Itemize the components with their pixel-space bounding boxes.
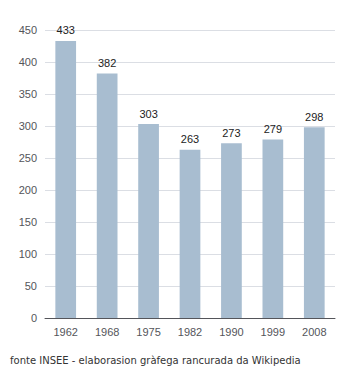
- svg-text:350: 350: [19, 88, 37, 100]
- svg-text:400: 400: [19, 56, 37, 68]
- svg-text:1982: 1982: [178, 326, 202, 338]
- svg-text:298: 298: [305, 111, 323, 123]
- svg-text:200: 200: [19, 184, 37, 196]
- svg-text:1962: 1962: [53, 326, 77, 338]
- svg-text:300: 300: [19, 120, 37, 132]
- svg-text:433: 433: [57, 24, 75, 36]
- svg-text:50: 50: [25, 280, 37, 292]
- svg-text:0: 0: [31, 312, 37, 324]
- svg-text:1990: 1990: [219, 326, 243, 338]
- svg-text:250: 250: [19, 152, 37, 164]
- svg-text:1975: 1975: [136, 326, 160, 338]
- svg-text:fonte INSEE - elaborasion gràf: fonte INSEE - elaborasion gràfega rancur…: [10, 355, 301, 366]
- svg-text:2008: 2008: [302, 326, 326, 338]
- svg-text:273: 273: [222, 127, 240, 139]
- svg-text:263: 263: [181, 133, 199, 145]
- svg-text:450: 450: [19, 24, 37, 36]
- svg-text:100: 100: [19, 248, 37, 260]
- svg-text:382: 382: [98, 57, 116, 69]
- svg-text:1999: 1999: [261, 326, 285, 338]
- svg-text:1968: 1968: [95, 326, 119, 338]
- svg-text:279: 279: [264, 123, 282, 135]
- svg-text:303: 303: [139, 108, 157, 120]
- svg-text:150: 150: [19, 216, 37, 228]
